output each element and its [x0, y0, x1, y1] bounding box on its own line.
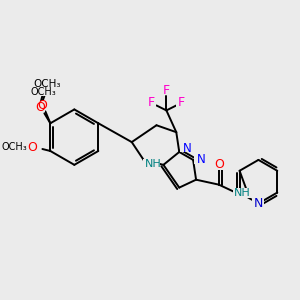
Bar: [253, 199, 264, 208]
Text: N: N: [183, 142, 191, 154]
Text: OCH₃: OCH₃: [34, 79, 61, 89]
Bar: [28, 142, 38, 152]
Text: F: F: [178, 96, 185, 109]
Text: N: N: [254, 197, 263, 210]
Bar: [28, 87, 56, 96]
Text: OCH₃: OCH₃: [31, 87, 56, 97]
Text: O: O: [28, 140, 38, 154]
Bar: [194, 155, 204, 164]
Text: O: O: [214, 158, 224, 171]
Text: N: N: [197, 153, 206, 167]
Text: NH: NH: [145, 159, 162, 169]
Bar: [176, 98, 186, 107]
Bar: [147, 98, 157, 107]
Bar: [1, 142, 28, 152]
Text: O: O: [38, 99, 47, 112]
Text: O: O: [35, 101, 45, 114]
Text: OCH₃: OCH₃: [2, 142, 28, 152]
Bar: [180, 144, 190, 152]
Text: F: F: [163, 84, 170, 97]
Text: F: F: [148, 96, 155, 109]
Bar: [161, 86, 171, 95]
Bar: [38, 101, 47, 110]
Bar: [37, 79, 58, 88]
Bar: [35, 103, 45, 112]
Text: NH: NH: [234, 188, 251, 198]
Bar: [233, 188, 250, 197]
Bar: [142, 159, 160, 169]
Bar: [214, 161, 224, 170]
